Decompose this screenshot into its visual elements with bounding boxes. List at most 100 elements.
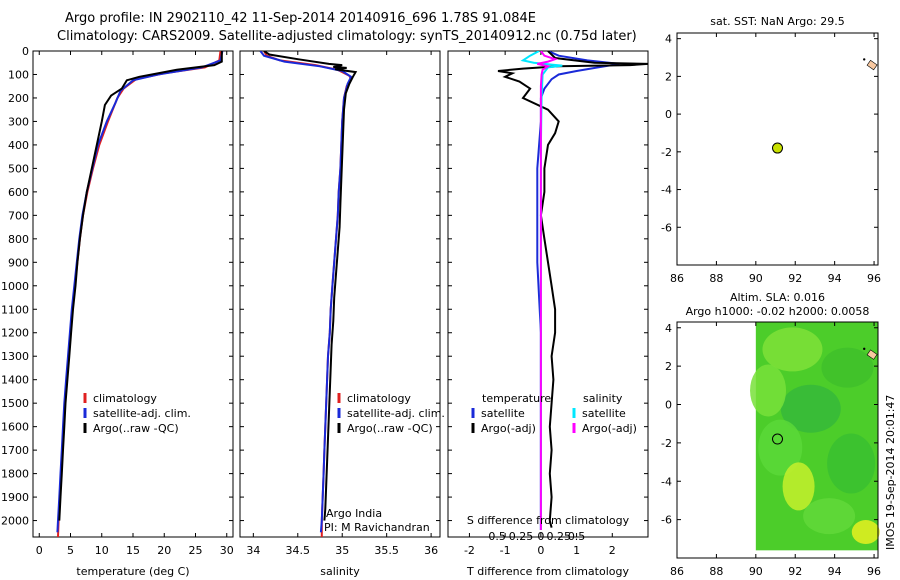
map_sla-xtick-label: 90 bbox=[749, 565, 763, 578]
map_sst-ytick-label: 0 bbox=[665, 108, 672, 121]
map_sla-ytick-label: 2 bbox=[665, 360, 672, 373]
difference-series-line bbox=[536, 51, 620, 530]
map_sla-ytick-label: -6 bbox=[661, 514, 672, 527]
temperature-xtick-label: 5 bbox=[67, 544, 74, 557]
difference-series-line bbox=[497, 51, 648, 528]
sla-anomaly-patch bbox=[827, 433, 876, 494]
map_sst-ytick-label: 4 bbox=[665, 33, 672, 46]
difference-xlabel: T difference from climatology bbox=[466, 565, 629, 578]
sla-anomaly-patch bbox=[851, 520, 880, 545]
salinity-legend-label: satellite-adj. clim. bbox=[347, 407, 445, 420]
temperature-ytick-label: 1800 bbox=[1, 468, 29, 481]
temperature-ytick-label: 0 bbox=[22, 45, 29, 58]
temperature-ytick-label: 1100 bbox=[1, 303, 29, 316]
difference-xtick-label: 2 bbox=[609, 544, 616, 557]
map-sla-subtitle: Argo h1000: -0.02 h2000: 0.0058 bbox=[686, 305, 870, 318]
temperature-xtick-label: 25 bbox=[189, 544, 203, 557]
sla-anomaly-patch bbox=[762, 327, 823, 372]
footer-timestamp: IMOS 19-Sep-2014 20:01:47 bbox=[884, 395, 897, 550]
sla-anomaly-patch bbox=[803, 498, 856, 535]
difference-legend-label: satellite bbox=[582, 407, 626, 420]
temperature-series-line bbox=[58, 51, 223, 521]
map_sst-xtick-label: 96 bbox=[867, 272, 881, 285]
map_sla-track-marker bbox=[866, 349, 878, 360]
map_sla-xtick-label: 92 bbox=[788, 565, 802, 578]
temperature-ytick-label: 900 bbox=[8, 256, 29, 269]
sla-anomaly-patch bbox=[782, 462, 815, 511]
salinity-xtick-label: 35.5 bbox=[374, 544, 399, 557]
map_sst-track-point bbox=[863, 58, 866, 61]
temperature-ytick-label: 1700 bbox=[1, 444, 29, 457]
temperature-ytick-label: 1000 bbox=[1, 280, 29, 293]
map_sst-xtick-label: 94 bbox=[828, 272, 842, 285]
map_sst-xtick-label: 86 bbox=[670, 272, 684, 285]
difference-frame bbox=[447, 50, 649, 538]
map_sla-frame bbox=[676, 321, 879, 559]
sla-anomaly-patch bbox=[780, 384, 841, 433]
map_sst-ytick-label: 2 bbox=[665, 70, 672, 83]
difference-stick-label: -0.5 bbox=[484, 530, 505, 543]
map_sst-xtick-label: 90 bbox=[749, 272, 763, 285]
difference-series-line bbox=[520, 51, 563, 530]
salinity-series-line bbox=[263, 51, 358, 521]
difference-xtick-label: -2 bbox=[464, 544, 475, 557]
map_sla-ytick-label: 4 bbox=[665, 322, 672, 335]
difference-stick-label: 0 bbox=[537, 530, 544, 543]
map_sst-ytick-label: -2 bbox=[661, 146, 672, 159]
temperature-ytick-label: 600 bbox=[8, 186, 29, 199]
difference-stick-label: 0.25 bbox=[546, 530, 571, 543]
map_sla-xtick-label: 88 bbox=[709, 565, 723, 578]
temperature-xtick-label: 15 bbox=[126, 544, 140, 557]
salinity-series-line bbox=[263, 51, 353, 537]
temperature-ytick-label: 1600 bbox=[1, 421, 29, 434]
difference-xtick-label: 0 bbox=[537, 544, 544, 557]
temperature-xtick-label: 30 bbox=[220, 544, 234, 557]
map_sst-xtick-label: 88 bbox=[709, 272, 723, 285]
temperature-xtick-label: 10 bbox=[95, 544, 109, 557]
temperature-ytick-label: 500 bbox=[8, 162, 29, 175]
salinity-xtick-label: 35 bbox=[335, 544, 349, 557]
difference-series-line bbox=[537, 51, 559, 530]
difference-xlabel-top: S difference from climatology bbox=[467, 514, 630, 527]
map-sla-title: Altim. SLA: 0.016 bbox=[730, 291, 825, 304]
difference-legend-label: satellite bbox=[481, 407, 525, 420]
map_sst-ytick-label: -4 bbox=[661, 184, 672, 197]
temperature-ytick-label: 800 bbox=[8, 233, 29, 246]
temperature-ytick-label: 2000 bbox=[1, 515, 29, 528]
temperature-series-line bbox=[56, 51, 224, 533]
temperature-legend-label: satellite-adj. clim. bbox=[93, 407, 191, 420]
map_sst-frame bbox=[676, 32, 879, 266]
temperature-series-line bbox=[57, 51, 222, 537]
temperature-ytick-label: 1300 bbox=[1, 350, 29, 363]
salinity-legend-label: climatology bbox=[347, 392, 411, 405]
map_sst-panel bbox=[676, 32, 879, 266]
map_sla-ytick-label: 0 bbox=[665, 399, 672, 412]
salinity-legend-label: Argo(..raw -QC) bbox=[347, 422, 433, 435]
temperature-ytick-label: 700 bbox=[8, 209, 29, 222]
map_sla-xtick-label: 94 bbox=[828, 565, 842, 578]
map_sla-xtick-label: 86 bbox=[670, 565, 684, 578]
difference-xtick-label: 1 bbox=[573, 544, 580, 557]
salinity-xlabel: salinity bbox=[320, 565, 360, 578]
salinity-frame bbox=[239, 50, 441, 538]
temperature-ytick-label: 1900 bbox=[1, 491, 29, 504]
sla-anomaly-patch bbox=[821, 347, 874, 388]
difference-legend-temperature-header: temperature bbox=[482, 392, 551, 405]
page-title: Argo profile: IN 2902110_42 11-Sep-2014 … bbox=[65, 11, 536, 26]
map_sst-xtick-label: 92 bbox=[788, 272, 802, 285]
temperature-xlabel: temperature (deg C) bbox=[76, 565, 189, 578]
map_sla-ytick-label: -2 bbox=[661, 437, 672, 450]
sla-anomaly-patch bbox=[758, 419, 803, 476]
difference-stick-label: -0.25 bbox=[505, 530, 533, 543]
map_sla-panel bbox=[676, 321, 880, 559]
temperature-ytick-label: 300 bbox=[8, 115, 29, 128]
map_sst-track-marker bbox=[866, 59, 878, 71]
temperature-xtick-label: 0 bbox=[36, 544, 43, 557]
map-sst-title: sat. SST: NaN Argo: 29.5 bbox=[710, 15, 844, 28]
difference-xtick-label: -1 bbox=[500, 544, 511, 557]
difference-panel bbox=[447, 50, 649, 538]
salinity-xtick-label: 34 bbox=[246, 544, 260, 557]
salinity-xtick-label: 34.5 bbox=[286, 544, 311, 557]
pi-label: PI: M Ravichandran bbox=[324, 521, 430, 534]
sla-anomaly-patch bbox=[750, 364, 787, 417]
